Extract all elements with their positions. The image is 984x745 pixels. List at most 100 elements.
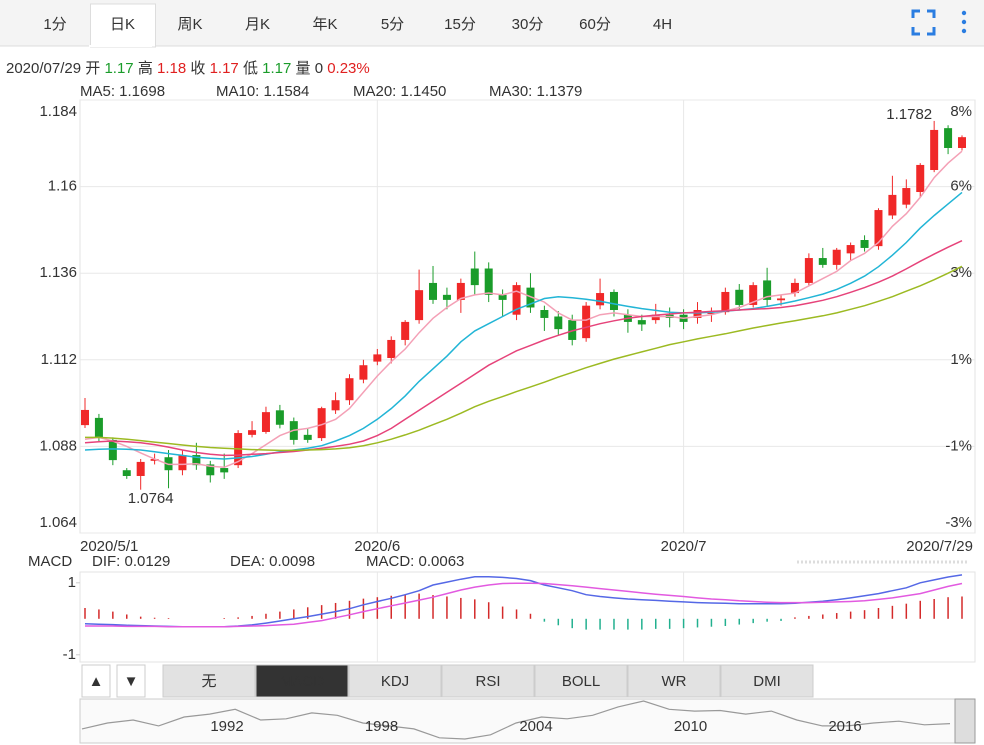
candle-body — [303, 434, 312, 440]
candle-body — [693, 310, 702, 318]
candle-body — [178, 455, 187, 471]
indicator-tab-label: RSI — [475, 673, 500, 690]
y-tick-label: 1 — [68, 574, 76, 591]
macd-frame — [79, 571, 976, 663]
candle-body — [790, 282, 799, 294]
indicator-tab-label: WR — [662, 673, 687, 690]
ma-line — [84, 150, 963, 469]
info-value: 0 — [315, 60, 323, 77]
candle-body — [401, 321, 410, 340]
candle-body — [818, 258, 827, 265]
candle-body — [150, 459, 159, 461]
arrow-label: ▲ — [89, 673, 104, 690]
navigator-label: 1992 — [210, 718, 243, 735]
candle-body — [846, 245, 855, 254]
info-value: 1.18 — [157, 60, 186, 77]
info-value: 1.17 — [262, 60, 291, 77]
low-annotation: 1.0764 — [128, 490, 174, 507]
candle-body — [275, 410, 284, 425]
navigator-handle[interactable] — [954, 698, 976, 744]
y-tick-label: 1.16 — [48, 178, 77, 195]
info-label: 低 — [243, 60, 258, 77]
candle-body — [248, 430, 257, 435]
legend-entry: MA20: 1.1450 — [353, 83, 446, 100]
y-tick-label: 1.064 — [39, 514, 77, 531]
x-tick-label: 2020/6 — [354, 538, 400, 555]
candle-body — [498, 294, 507, 300]
candle-body — [526, 287, 535, 308]
candle-body — [651, 314, 660, 321]
candle-body — [902, 188, 911, 205]
x-tick-label: 2020/7/29 — [906, 538, 973, 555]
tab[interactable]: 年K — [312, 16, 337, 33]
dea-line — [85, 582, 963, 628]
candle-body — [331, 400, 340, 411]
candle-body — [94, 417, 103, 439]
candle-body — [777, 298, 786, 301]
tab[interactable]: 60分 — [579, 16, 611, 33]
info-label: 开 — [85, 60, 100, 77]
indicator-tab-label: DMI — [753, 673, 781, 690]
candle-body — [804, 258, 813, 283]
navigator-label: 1998 — [365, 718, 398, 735]
candle-body — [540, 310, 549, 318]
y-tick-label: -1 — [63, 646, 76, 663]
arrow-button[interactable] — [81, 664, 111, 698]
candle-body — [192, 455, 201, 466]
candle-body — [944, 128, 953, 148]
candle-body — [345, 378, 354, 401]
y2-tick-label: -3% — [945, 514, 972, 531]
tab[interactable]: 5分 — [381, 16, 404, 33]
candle-body — [860, 240, 869, 248]
indicator-tab[interactable] — [627, 664, 721, 698]
indicator-tab[interactable] — [162, 664, 256, 698]
arrow-button[interactable] — [116, 664, 146, 698]
navigator-line — [81, 700, 951, 740]
high-annotation: 1.1782 — [886, 106, 932, 123]
candle-body — [81, 409, 89, 426]
navigator-label: 2016 — [828, 718, 861, 735]
tab[interactable]: 周K — [177, 16, 202, 33]
y-tick-label: 1.136 — [39, 264, 77, 281]
candle-body — [874, 210, 883, 247]
more-icon[interactable] — [961, 10, 967, 34]
info-label: 高 — [138, 60, 153, 77]
candle-body — [958, 137, 966, 148]
candle-body — [721, 291, 730, 313]
candle-body — [261, 412, 270, 432]
fullscreen-icon[interactable] — [911, 9, 936, 36]
indicator-tab[interactable] — [441, 664, 535, 698]
tab[interactable]: 1分 — [43, 16, 66, 33]
info-line: 2020/07/29 开 1.17 高 1.18 收 1.17 低 1.17 量… — [6, 60, 370, 77]
candle-body — [832, 249, 841, 265]
tab-active — [90, 3, 156, 48]
arrow-label: ▼ — [124, 673, 139, 690]
tab[interactable]: 月K — [245, 16, 270, 33]
tab[interactable]: 4H — [653, 16, 672, 33]
y-tick-label: 1.184 — [39, 103, 77, 120]
y2-tick-label: -1% — [945, 437, 972, 454]
candle-body — [568, 320, 577, 340]
x-tick-label: 2020/5/1 — [80, 538, 138, 555]
tab[interactable]: 15分 — [444, 16, 476, 33]
indicator-tab[interactable] — [255, 664, 349, 698]
legend-entry: MA10: 1.1584 — [216, 83, 309, 100]
candle-body — [220, 468, 229, 473]
indicator-tab-label: BOLL — [562, 673, 600, 690]
candle-body — [763, 280, 772, 300]
navigator-label: 2004 — [519, 718, 552, 735]
tab-bar — [0, 0, 984, 46]
candle-body — [707, 312, 716, 314]
indicator-tab[interactable] — [534, 664, 628, 698]
indicator-tab[interactable] — [720, 664, 814, 698]
candle-body — [582, 305, 591, 339]
ma-line — [84, 191, 963, 460]
tab[interactable]: 30分 — [512, 16, 544, 33]
legend-entry: MA5: 1.1698 — [80, 83, 165, 100]
indicator-tab[interactable] — [348, 664, 442, 698]
tab[interactable]: 日K — [110, 16, 135, 33]
candle-body — [470, 268, 479, 286]
candle-body — [735, 289, 744, 305]
candle-body — [484, 268, 493, 295]
